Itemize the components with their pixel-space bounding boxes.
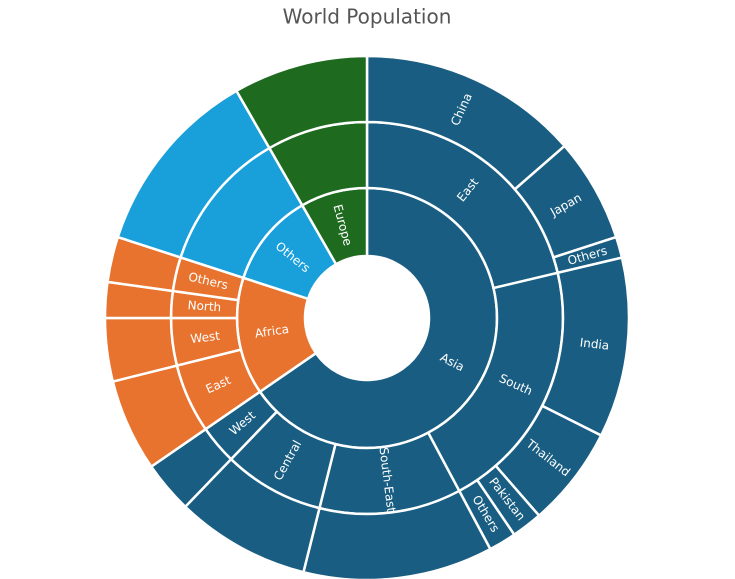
segment-label: North — [187, 298, 221, 314]
segment-label: India — [579, 335, 610, 352]
segment-label: Africa — [254, 322, 290, 341]
sunburst-segment — [234, 54, 369, 150]
segment-label: West — [190, 329, 221, 347]
chart-title: World Population — [283, 5, 452, 29]
